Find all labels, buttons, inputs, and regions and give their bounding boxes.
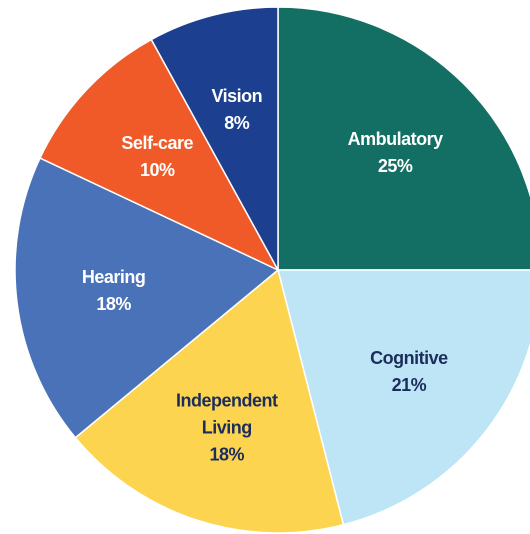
value-label: 21% — [391, 374, 427, 395]
value-label: 18% — [96, 293, 131, 314]
pie-slice — [277, 6, 530, 271]
category-label: Self-care — [121, 132, 193, 153]
slice-label: Ambulatory 25% — [335, 126, 455, 180]
value-label: 18% — [209, 444, 245, 465]
category-label: Hearing — [81, 266, 146, 287]
slice-label: Hearing 18% — [54, 264, 174, 318]
category-label: Cognitive — [370, 347, 448, 368]
value-label: 25% — [377, 155, 413, 176]
slice-label: Cognitive 21% — [349, 345, 469, 399]
pie-slice — [74, 268, 345, 534]
value-label: 10% — [139, 159, 175, 180]
pie-slice — [14, 157, 280, 439]
category-label: Vision — [211, 85, 263, 106]
pie-slice — [277, 269, 530, 526]
slice-label: Vision 8% — [177, 83, 297, 137]
category-label: Independent Living — [176, 390, 278, 438]
pie-slice — [39, 38, 280, 272]
slice-label: Independent Living 18% — [167, 387, 287, 468]
value-label: 8% — [224, 112, 250, 133]
pie-slice — [150, 6, 279, 271]
slice-label: Self-care 10% — [97, 130, 217, 184]
category-label: Ambulatory — [347, 128, 444, 149]
